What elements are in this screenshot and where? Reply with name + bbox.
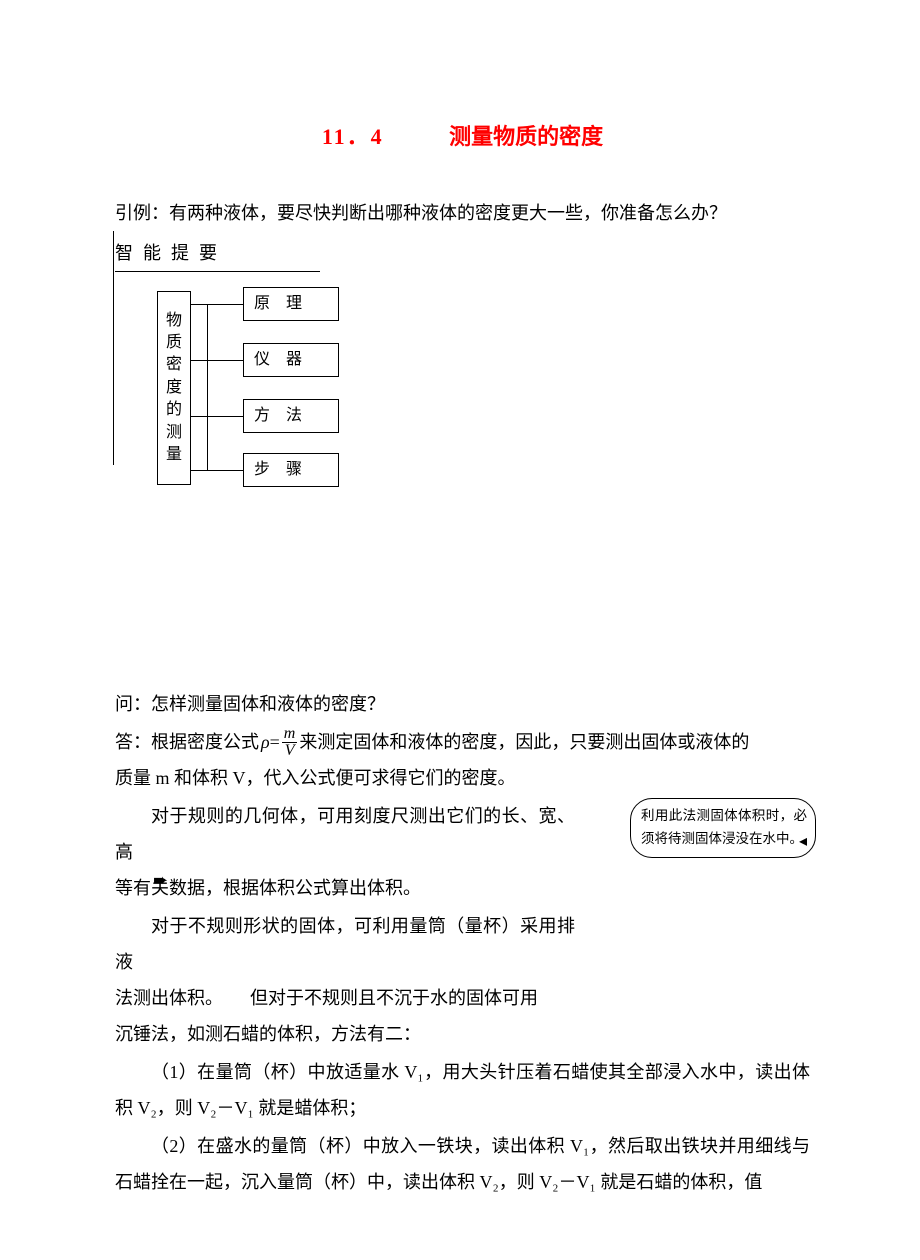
tree-leaf-instrument: 仪 器 <box>243 343 339 377</box>
qa-block: 问：怎样测量固体和液体的密度？ 答：根据密度公式 ρ = m V 来测定固体和液… <box>115 686 810 1200</box>
tree-leaf-method: 方 法 <box>243 399 339 433</box>
tree-leaf-principle: 原 理 <box>243 287 339 321</box>
concept-tree: 物 质 密 度 的 测 量 原 理 仪 器 方 法 <box>157 286 810 496</box>
document-page: 11．4 测量物质的密度 引例：有两种液体，要尽快判断出哪种液体的密度更大一些，… <box>0 0 920 1260</box>
arrow-right-icon: ➨ <box>153 876 168 885</box>
callout-text: 利用此法测固体体积时，必须将待测固体浸没在水中。 <box>641 808 807 846</box>
density-formula: ρ = m V <box>261 724 297 760</box>
answer-line-2: 质量 m 和体积 V，代入公式便可求得它们的密度。 <box>115 760 810 796</box>
para-irregular-2: 法测出体积。 但对于不规则且不沉于水的固体可用 <box>115 980 575 1016</box>
tree-trunk-line <box>207 304 208 470</box>
tree-root-char: 密 <box>166 354 182 376</box>
leaf-label: 仪 器 <box>254 344 302 376</box>
tree-root-char: 量 <box>166 444 182 466</box>
tree-leaf-step: 步 骤 <box>243 453 339 487</box>
fraction-denominator: V <box>283 743 297 759</box>
note-callout: 利用此法测固体体积时，必须将待测固体浸没在水中。 ◂ <box>630 798 816 858</box>
tree-root-char: 测 <box>166 422 182 444</box>
rho-symbol: ρ <box>261 724 270 760</box>
answer-line-1: 答：根据密度公式 ρ = m V 来测定固体和液体的密度，因此，只要测出固体或液… <box>115 724 810 760</box>
arrow-left-icon: ◂ <box>799 834 807 850</box>
method-2: （2）在盛水的量筒（杯）中放入一铁块，读出体积 V₁，然后取出铁块并用细线与石蜡… <box>115 1128 810 1200</box>
intro-example: 引例：有两种液体，要尽快判断出哪种液体的密度更大一些，你准备怎么办？ <box>115 195 810 231</box>
answer-prefix: 答：根据密度公式 <box>115 724 259 760</box>
narrow-left-block: 对于规则的几何体，可用刻度尺测出它们的长、宽、高 等有关数据，根据体积公式算出体… <box>115 798 575 1052</box>
tree-root-char: 度 <box>166 377 182 399</box>
page-title: 11．4 测量物质的密度 <box>115 115 810 159</box>
tree-root-char: 物 <box>166 310 182 332</box>
leaf-label: 原 理 <box>254 288 302 320</box>
question-line: 问：怎样测量固体和液体的密度？ <box>115 686 810 722</box>
leaf-label: 方 法 <box>254 400 302 432</box>
equals-sign: = <box>270 724 280 760</box>
tree-root-char: 的 <box>166 399 182 421</box>
fraction: m V <box>282 726 298 759</box>
fraction-numerator: m <box>282 726 298 743</box>
title-number: 11．4 <box>322 115 384 159</box>
section-label: 智能提要 <box>115 235 320 272</box>
para-regular-2: 等有关数据，根据体积公式算出体积。 <box>115 870 575 906</box>
tree-root-char: 质 <box>166 332 182 354</box>
method-1: （1）在量筒（杯）中放适量水 V₁，用大头针压着石蜡使其全部浸入水中，读出体积 … <box>115 1054 810 1126</box>
para-regular-1: 对于规则的几何体，可用刻度尺测出它们的长、宽、高 <box>115 798 575 870</box>
answer-mid: 来测定固体和液体的密度，因此，只要测出固体或液体的 <box>299 724 749 760</box>
para-irregular-1: 对于不规则形状的固体，可利用量筒（量杯）采用排液 <box>115 908 575 980</box>
para-irregular-3: 沉锤法，如测石蜡的体积，方法有二： <box>115 1016 575 1052</box>
title-text: 测量物质的密度 <box>449 115 603 159</box>
tree-root-box: 物 质 密 度 的 测 量 <box>157 291 191 485</box>
leaf-label: 步 骤 <box>254 454 302 486</box>
